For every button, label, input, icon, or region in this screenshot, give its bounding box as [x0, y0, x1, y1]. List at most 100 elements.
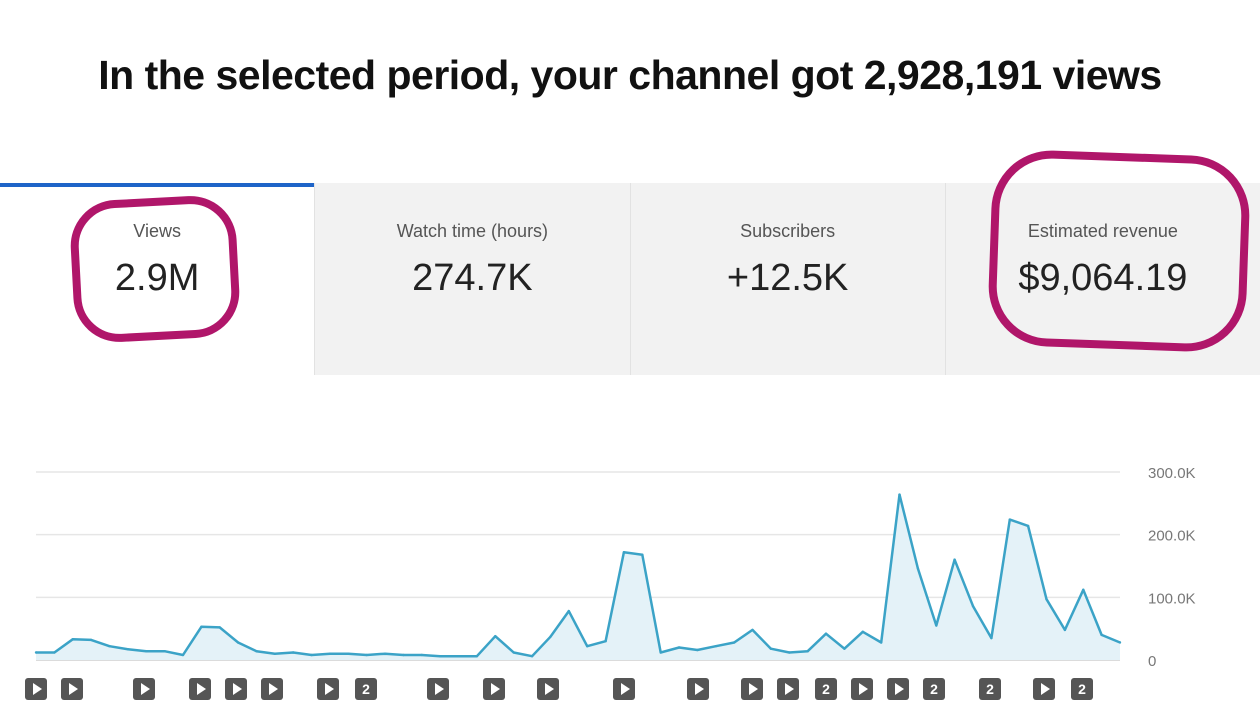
- views-point-3: [89, 638, 93, 642]
- video-marker-count[interactable]: 2: [815, 678, 837, 700]
- metric-tabs: Views 2.9M Watch time (hours) 274.7K Sub…: [0, 183, 1260, 375]
- views-point-9: [200, 625, 203, 628]
- tab-views-value: 2.9M: [114, 257, 200, 299]
- video-marker-play-icon[interactable]: [225, 678, 247, 700]
- tab-watch-time-value: 274.7K: [412, 257, 533, 299]
- views-point-21: [420, 653, 423, 657]
- video-markers-row: 2 2 2 2 2: [0, 678, 1260, 702]
- views-chart: 0 100.0K 200.0K 300.0K: [0, 440, 1260, 708]
- y-tick-label-3: 300.0K: [1148, 465, 1196, 482]
- views-point-13: [273, 652, 276, 655]
- views-point-40: [769, 647, 773, 650]
- views-point-14: [292, 651, 295, 654]
- tab-subscribers-value: +12.5K: [726, 257, 849, 299]
- views-point-2: [71, 638, 74, 641]
- views-point-26: [512, 651, 515, 654]
- views-area-fill: [36, 494, 1120, 660]
- views-point-37: [714, 645, 717, 648]
- views-point-58: [1100, 633, 1103, 637]
- video-marker-count[interactable]: 2: [355, 678, 377, 700]
- views-point-33: [641, 553, 644, 556]
- views-point-23: [457, 655, 460, 658]
- video-marker-play-icon[interactable]: [887, 678, 909, 700]
- video-marker-play-icon[interactable]: [189, 678, 211, 700]
- views-point-0: [34, 651, 38, 654]
- video-marker-play-icon[interactable]: [61, 678, 83, 700]
- tab-estimated-revenue[interactable]: Estimated revenue $9,064.19: [944, 183, 1260, 375]
- tab-subscribers-label: Subscribers: [740, 221, 836, 241]
- views-point-34: [659, 651, 662, 654]
- video-marker-count[interactable]: 2: [923, 678, 945, 700]
- tab-views[interactable]: Views 2.9M: [0, 183, 315, 375]
- views-point-30: [586, 645, 589, 648]
- views-point-22: [439, 655, 442, 658]
- views-point-27: [530, 655, 534, 658]
- views-point-35: [677, 646, 681, 649]
- views-point-47: [898, 493, 901, 496]
- video-marker-count[interactable]: 2: [1071, 678, 1093, 700]
- video-marker-play-icon[interactable]: [1033, 678, 1055, 700]
- tab-revenue-label: Estimated revenue: [1027, 221, 1178, 241]
- views-point-36: [696, 648, 699, 652]
- views-point-11: [236, 641, 240, 644]
- views-point-52: [990, 636, 993, 640]
- views-point-55: [1045, 598, 1048, 601]
- views-point-4: [108, 645, 111, 648]
- views-point-25: [494, 635, 497, 638]
- views-point-12: [255, 650, 258, 653]
- page-title: In the selected period, your channel got…: [98, 52, 1162, 98]
- views-point-1: [53, 651, 56, 654]
- views-point-49: [935, 624, 938, 627]
- views-point-41: [788, 651, 791, 654]
- views-line: [36, 493, 1121, 658]
- video-marker-play-icon[interactable]: [851, 678, 873, 700]
- views-point-32: [622, 551, 626, 554]
- views-point-15: [310, 653, 313, 657]
- views-point-19: [383, 652, 387, 655]
- views-chart-svg: 0 100.0K 200.0K 300.0K: [34, 465, 1196, 670]
- views-point-17: [347, 652, 350, 655]
- views-point-16: [328, 652, 332, 655]
- views-point-44: [843, 647, 846, 650]
- views-point-54: [1026, 524, 1030, 528]
- video-marker-play-icon[interactable]: [25, 678, 47, 700]
- views-point-28: [549, 635, 552, 638]
- views-point-10: [218, 626, 221, 629]
- video-marker-count[interactable]: 2: [979, 678, 1001, 700]
- tab-views-label: Views: [133, 221, 181, 241]
- views-point-42: [806, 650, 809, 653]
- views-point-50: [953, 558, 956, 561]
- views-point-59: [1118, 641, 1122, 644]
- views-point-24: [475, 655, 479, 658]
- video-marker-play-icon[interactable]: [613, 678, 635, 700]
- video-marker-play-icon[interactable]: [317, 678, 339, 700]
- views-point-29: [567, 609, 570, 613]
- views-point-8: [181, 653, 185, 657]
- video-marker-play-icon[interactable]: [741, 678, 763, 700]
- tab-watch-time[interactable]: Watch time (hours) 274.7K: [314, 183, 630, 375]
- video-marker-play-icon[interactable]: [427, 678, 449, 700]
- y-tick-label-1: 100.0K: [1148, 590, 1196, 607]
- video-marker-play-icon[interactable]: [687, 678, 709, 700]
- video-marker-play-icon[interactable]: [777, 678, 799, 700]
- views-point-5: [126, 648, 130, 651]
- video-marker-play-icon[interactable]: [483, 678, 505, 700]
- views-point-46: [880, 641, 883, 644]
- views-point-43: [824, 632, 828, 635]
- views-point-20: [402, 653, 405, 657]
- video-marker-play-icon[interactable]: [537, 678, 559, 700]
- y-tick-label-2: 200.0K: [1148, 528, 1196, 545]
- views-point-39: [751, 628, 754, 632]
- views-point-53: [1008, 518, 1011, 521]
- views-point-38: [733, 641, 736, 644]
- tab-revenue-value: $9,064.19: [1018, 257, 1188, 299]
- views-point-57: [1082, 588, 1085, 591]
- video-marker-play-icon[interactable]: [133, 678, 155, 700]
- video-marker-play-icon[interactable]: [261, 678, 283, 700]
- views-point-7: [163, 650, 166, 653]
- views-point-31: [604, 640, 607, 643]
- tab-subscribers[interactable]: Subscribers +12.5K: [629, 183, 945, 375]
- views-point-56: [1063, 628, 1067, 632]
- views-point-45: [861, 630, 864, 633]
- views-point-6: [145, 650, 148, 653]
